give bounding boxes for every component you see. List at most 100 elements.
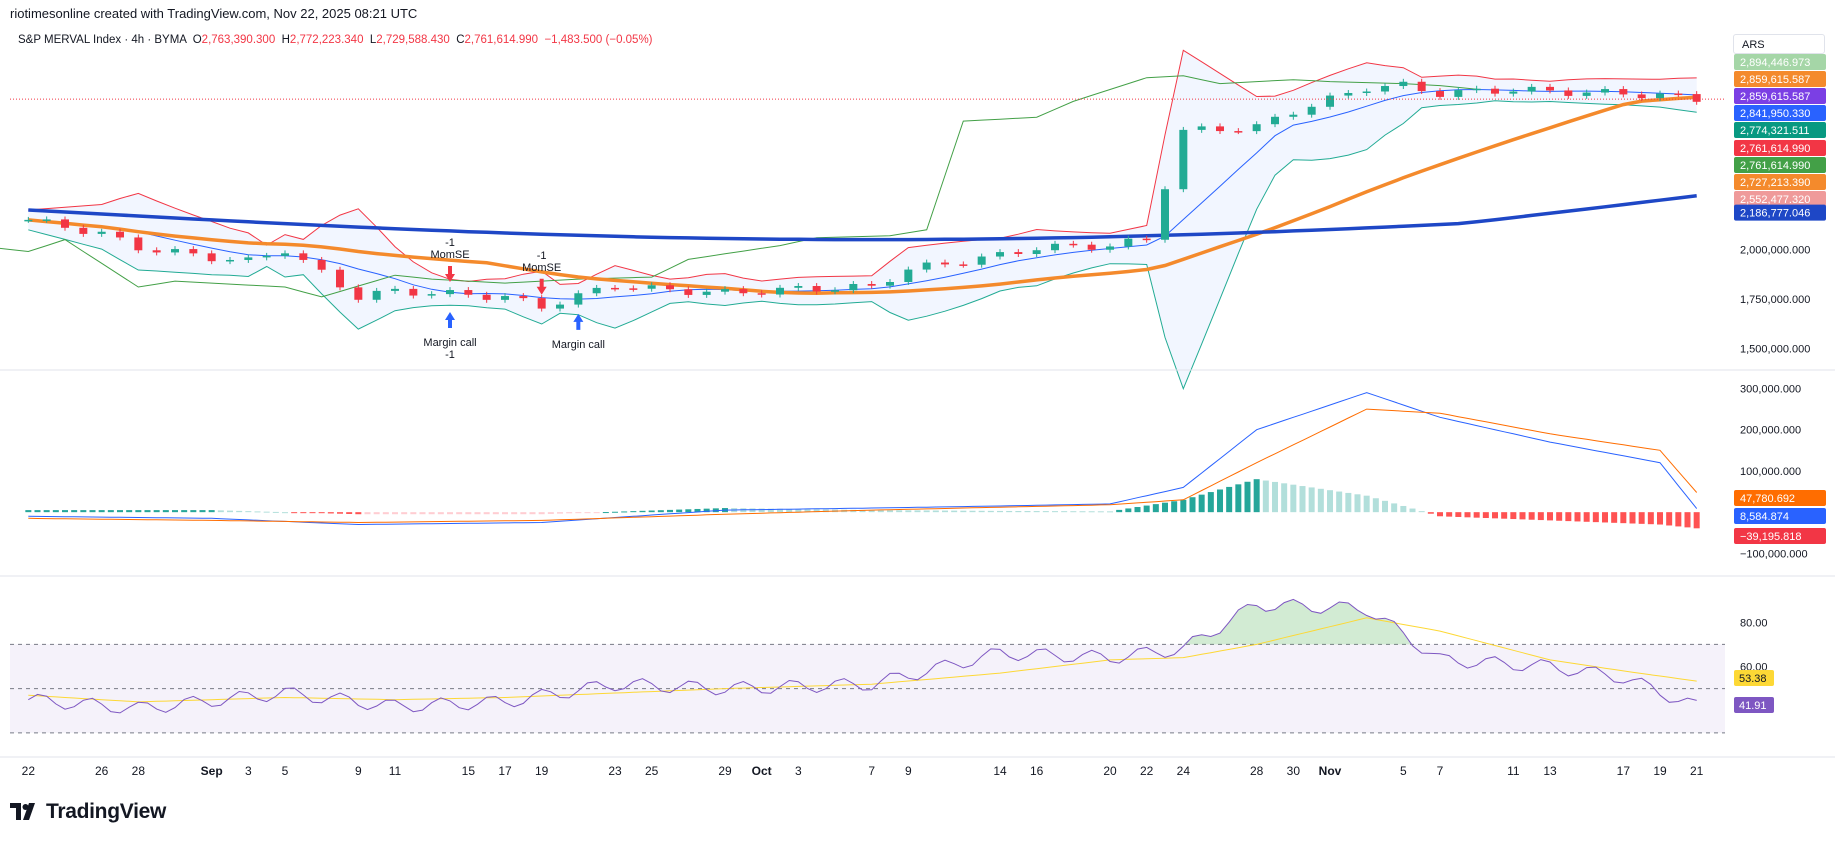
strategy-buy-signal: Margin call [552,313,605,351]
candle-body [886,282,894,286]
rsi-tag-value: 53.38 [1739,673,1767,685]
candle [152,247,161,256]
histogram-bar [1107,511,1113,513]
candle [372,287,381,303]
histogram-bar [1583,512,1590,522]
histogram-bar [1455,512,1462,517]
candle [1051,240,1059,254]
candle-body [647,285,656,289]
histogram-bar [767,508,774,513]
currency-selector[interactable]: ARS [1733,34,1825,54]
histogram-bar [1116,509,1123,513]
candle-body [1051,243,1059,251]
candle-body [666,285,674,290]
candle-body [519,296,528,299]
signal-line [28,408,1698,524]
candle [1674,90,1683,98]
histogram-bar [181,510,188,513]
candle [647,282,656,292]
histogram-bar [465,512,472,515]
histogram-bar [1464,512,1471,518]
time-axis-tick: 17 [498,764,512,778]
signal-count: -1 [445,349,455,361]
histogram-bar [1033,511,1040,513]
price-tag: 2,761,614.990 [1734,157,1826,173]
histogram-bar [1482,512,1489,519]
candle-body [757,293,766,295]
candle-body [317,259,326,270]
candle-body [1454,90,1463,97]
histogram-bar [1611,512,1618,523]
candle [42,216,51,223]
histogram-bar [410,512,417,515]
rsi-tag-value: 41.91 [1739,700,1767,712]
rsi-pane[interactable] [10,598,1725,734]
signal-label: MomSE [430,249,469,261]
candle [849,281,858,294]
histogram-bar [1308,487,1315,513]
macd-axis-tick: 300,000.000 [1740,383,1801,395]
histogram-bar [822,509,829,513]
time-axis-tick: 13 [1543,764,1557,778]
histogram-bar [300,512,307,514]
time-axis-tick: 22 [22,764,36,778]
histogram-bar [932,510,939,513]
candle [1106,243,1114,253]
time-axis-tick: 9 [905,764,912,778]
candle-body [42,219,51,221]
histogram-bar [117,510,123,513]
candle-body [721,289,729,292]
macd-tag-background [1734,490,1826,506]
histogram-bar [282,512,288,514]
time-axis-tick: 7 [868,764,875,778]
time-axis[interactable]: 22 26 28 Sep 3 5 9 11 15 17 19 23 25 29 Oct 3 7 9 14 16 20 22… [22,764,1704,778]
histogram-bar [795,509,802,513]
tradingview-logo-icon [10,803,35,820]
candle-body [684,289,693,295]
rsi-overbought-fill [28,599,1697,645]
signal-label: Margin call [552,339,605,351]
price-axis-labels: 2,250,000.0002,000,000.0001,750,000.0001… [1734,54,1826,713]
candle [226,257,234,265]
histogram-bar [813,509,820,513]
candle-body [61,219,69,228]
candle-body [1271,116,1279,125]
histogram-bar [1272,481,1278,513]
histogram-bar [667,509,673,513]
histogram-bar [694,508,701,513]
macd-pane[interactable] [25,392,1700,529]
histogram-bar [1125,508,1132,513]
histogram-bar [1042,511,1049,513]
histogram-bar [62,510,68,513]
candle-body [189,249,198,254]
histogram-bar [804,509,811,513]
candle [1307,103,1316,118]
candle-body [1289,114,1298,117]
time-axis-tick: 25 [645,764,659,778]
candle-body [336,269,344,288]
histogram-bar [309,512,316,514]
candle-body [1234,131,1243,133]
candle-body [1216,126,1224,132]
candle-body [1197,126,1206,130]
price-tag-background [1734,105,1826,121]
histogram-bar [1189,497,1196,513]
close-value: 2,761,614.990 [464,34,539,46]
candle [1362,88,1371,96]
candle-body [464,290,473,295]
candle [1179,126,1188,193]
histogram-bar [905,510,912,513]
brand[interactable]: TradingView [10,800,166,824]
symbol-name[interactable]: S&P MERVAL Index · 4h · BYMA [18,34,187,46]
candle [941,259,949,268]
price-tag-value: 2,774,321.511 [1740,125,1810,137]
candle [666,282,674,293]
candle [776,284,784,298]
price-axis-tick: 2,000,000.000 [1740,245,1810,257]
time-axis-tick: 14 [993,764,1007,778]
histogram-bar [428,512,435,515]
histogram-bar [1382,500,1388,513]
